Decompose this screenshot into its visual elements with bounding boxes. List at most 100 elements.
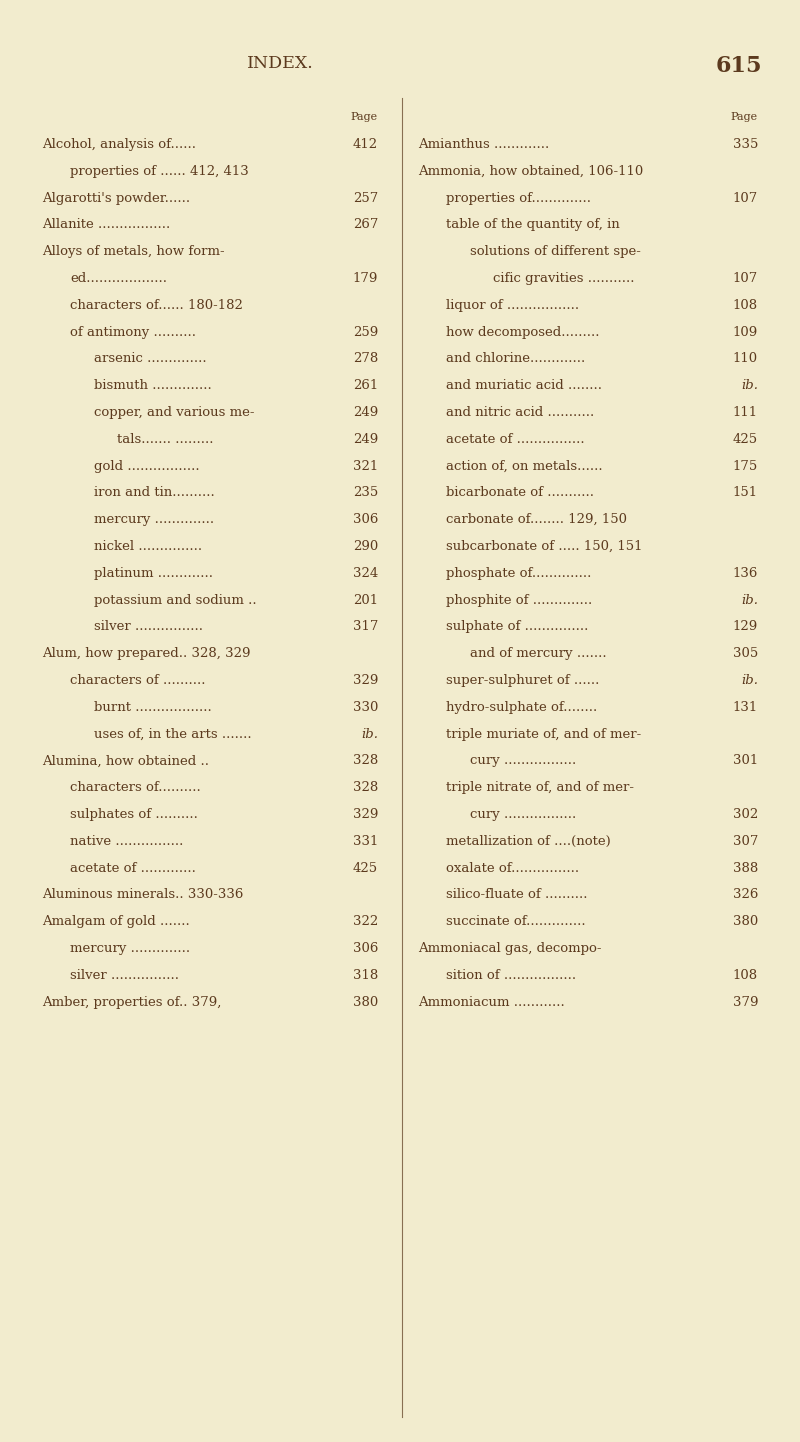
Text: 326: 326 xyxy=(733,888,758,901)
Text: copper, and various me-: copper, and various me- xyxy=(94,407,254,420)
Text: 175: 175 xyxy=(733,460,758,473)
Text: 249: 249 xyxy=(353,433,378,446)
Text: characters of...... 180-182: characters of...... 180-182 xyxy=(70,298,243,311)
Text: 380: 380 xyxy=(733,916,758,929)
Text: 259: 259 xyxy=(353,326,378,339)
Text: 290: 290 xyxy=(353,539,378,552)
Text: acetate of ................: acetate of ................ xyxy=(446,433,585,446)
Text: mercury ..............: mercury .............. xyxy=(94,513,214,526)
Text: 108: 108 xyxy=(733,969,758,982)
Text: subcarbonate of ..... 150, 151: subcarbonate of ..... 150, 151 xyxy=(446,539,642,552)
Text: iron and tin..........: iron and tin.......... xyxy=(94,486,214,499)
Text: silver ................: silver ................ xyxy=(94,620,203,633)
Text: Algarotti's powder......: Algarotti's powder...... xyxy=(42,192,190,205)
Text: Ammonia, how obtained, 106-110: Ammonia, how obtained, 106-110 xyxy=(418,164,643,177)
Text: 306: 306 xyxy=(353,942,378,955)
Text: 425: 425 xyxy=(353,862,378,875)
Text: of antimony ..........: of antimony .......... xyxy=(70,326,196,339)
Text: Amianthus .............: Amianthus ............. xyxy=(418,138,550,151)
Text: 131: 131 xyxy=(733,701,758,714)
Text: cury .................: cury ................. xyxy=(470,808,576,820)
Text: 129: 129 xyxy=(733,620,758,633)
Text: Ammoniacal gas, decompo-: Ammoniacal gas, decompo- xyxy=(418,942,602,955)
Text: hydro-sulphate of........: hydro-sulphate of........ xyxy=(446,701,598,714)
Text: metallization of ....(note): metallization of ....(note) xyxy=(446,835,610,848)
Text: Allanite .................: Allanite ................. xyxy=(42,218,170,231)
Text: 302: 302 xyxy=(733,808,758,820)
Text: 201: 201 xyxy=(353,594,378,607)
Text: platinum .............: platinum ............. xyxy=(94,567,213,580)
Text: ib.: ib. xyxy=(741,673,758,686)
Text: super-sulphuret of ......: super-sulphuret of ...... xyxy=(446,673,599,686)
Text: 321: 321 xyxy=(353,460,378,473)
Text: potassium and sodium ..: potassium and sodium .. xyxy=(94,594,257,607)
Text: Page: Page xyxy=(351,112,378,123)
Text: liquor of .................: liquor of ................. xyxy=(446,298,579,311)
Text: sulphate of ...............: sulphate of ............... xyxy=(446,620,588,633)
Text: 615: 615 xyxy=(715,55,762,76)
Text: 305: 305 xyxy=(733,647,758,660)
Text: 330: 330 xyxy=(353,701,378,714)
Text: ib.: ib. xyxy=(741,379,758,392)
Text: cific gravities ...........: cific gravities ........... xyxy=(493,273,634,286)
Text: 111: 111 xyxy=(733,407,758,420)
Text: 278: 278 xyxy=(353,352,378,365)
Text: 307: 307 xyxy=(733,835,758,848)
Text: tals....... .........: tals....... ......... xyxy=(117,433,214,446)
Text: triple muriate of, and of mer-: triple muriate of, and of mer- xyxy=(446,728,642,741)
Text: INDEX.: INDEX. xyxy=(246,55,314,72)
Text: carbonate of........ 129, 150: carbonate of........ 129, 150 xyxy=(446,513,627,526)
Text: 179: 179 xyxy=(353,273,378,286)
Text: phosphate of..............: phosphate of.............. xyxy=(446,567,591,580)
Text: 110: 110 xyxy=(733,352,758,365)
Text: sition of .................: sition of ................. xyxy=(446,969,576,982)
Text: action of, on metals......: action of, on metals...... xyxy=(446,460,602,473)
Text: phosphite of ..............: phosphite of .............. xyxy=(446,594,592,607)
Text: 261: 261 xyxy=(353,379,378,392)
Text: acetate of .............: acetate of ............. xyxy=(70,862,196,875)
Text: Alcohol, analysis of......: Alcohol, analysis of...... xyxy=(42,138,196,151)
Text: uses of, in the arts .......: uses of, in the arts ....... xyxy=(94,728,252,741)
Text: 324: 324 xyxy=(353,567,378,580)
Text: 257: 257 xyxy=(353,192,378,205)
Text: silver ................: silver ................ xyxy=(70,969,179,982)
Text: and chlorine.............: and chlorine............. xyxy=(446,352,586,365)
Text: mercury ..............: mercury .............. xyxy=(70,942,190,955)
Text: and of mercury .......: and of mercury ....... xyxy=(470,647,606,660)
Text: Alum, how prepared.. 328, 329: Alum, how prepared.. 328, 329 xyxy=(42,647,250,660)
Text: Aluminous minerals.. 330-336: Aluminous minerals.. 330-336 xyxy=(42,888,243,901)
Text: 317: 317 xyxy=(353,620,378,633)
Text: silico-fluate of ..........: silico-fluate of .......... xyxy=(446,888,587,901)
Text: ib.: ib. xyxy=(361,728,378,741)
Text: native ................: native ................ xyxy=(70,835,183,848)
Text: bismuth ..............: bismuth .............. xyxy=(94,379,212,392)
Text: 329: 329 xyxy=(353,673,378,686)
Text: oxalate of................: oxalate of................ xyxy=(446,862,579,875)
Text: 318: 318 xyxy=(353,969,378,982)
Text: 425: 425 xyxy=(733,433,758,446)
Text: Alloys of metals, how form-: Alloys of metals, how form- xyxy=(42,245,225,258)
Text: and muriatic acid ........: and muriatic acid ........ xyxy=(446,379,602,392)
Text: 412: 412 xyxy=(353,138,378,151)
Text: solutions of different spe-: solutions of different spe- xyxy=(470,245,641,258)
Text: Ammoniacum ............: Ammoniacum ............ xyxy=(418,995,565,1008)
Text: sulphates of ..........: sulphates of .......... xyxy=(70,808,198,820)
Text: 109: 109 xyxy=(733,326,758,339)
Text: gold .................: gold ................. xyxy=(94,460,200,473)
Text: 331: 331 xyxy=(353,835,378,848)
Text: 322: 322 xyxy=(353,916,378,929)
Text: Page: Page xyxy=(731,112,758,123)
Text: 380: 380 xyxy=(353,995,378,1008)
Text: 335: 335 xyxy=(733,138,758,151)
Text: properties of ...... 412, 413: properties of ...... 412, 413 xyxy=(70,164,249,177)
Text: 379: 379 xyxy=(733,995,758,1008)
Text: 107: 107 xyxy=(733,192,758,205)
Text: nickel ...............: nickel ............... xyxy=(94,539,202,552)
Text: cury .................: cury ................. xyxy=(470,754,576,767)
Text: arsenic ..............: arsenic .............. xyxy=(94,352,206,365)
Text: burnt ..................: burnt .................. xyxy=(94,701,212,714)
Text: 235: 235 xyxy=(353,486,378,499)
Text: 249: 249 xyxy=(353,407,378,420)
Text: 328: 328 xyxy=(353,754,378,767)
Text: 329: 329 xyxy=(353,808,378,820)
